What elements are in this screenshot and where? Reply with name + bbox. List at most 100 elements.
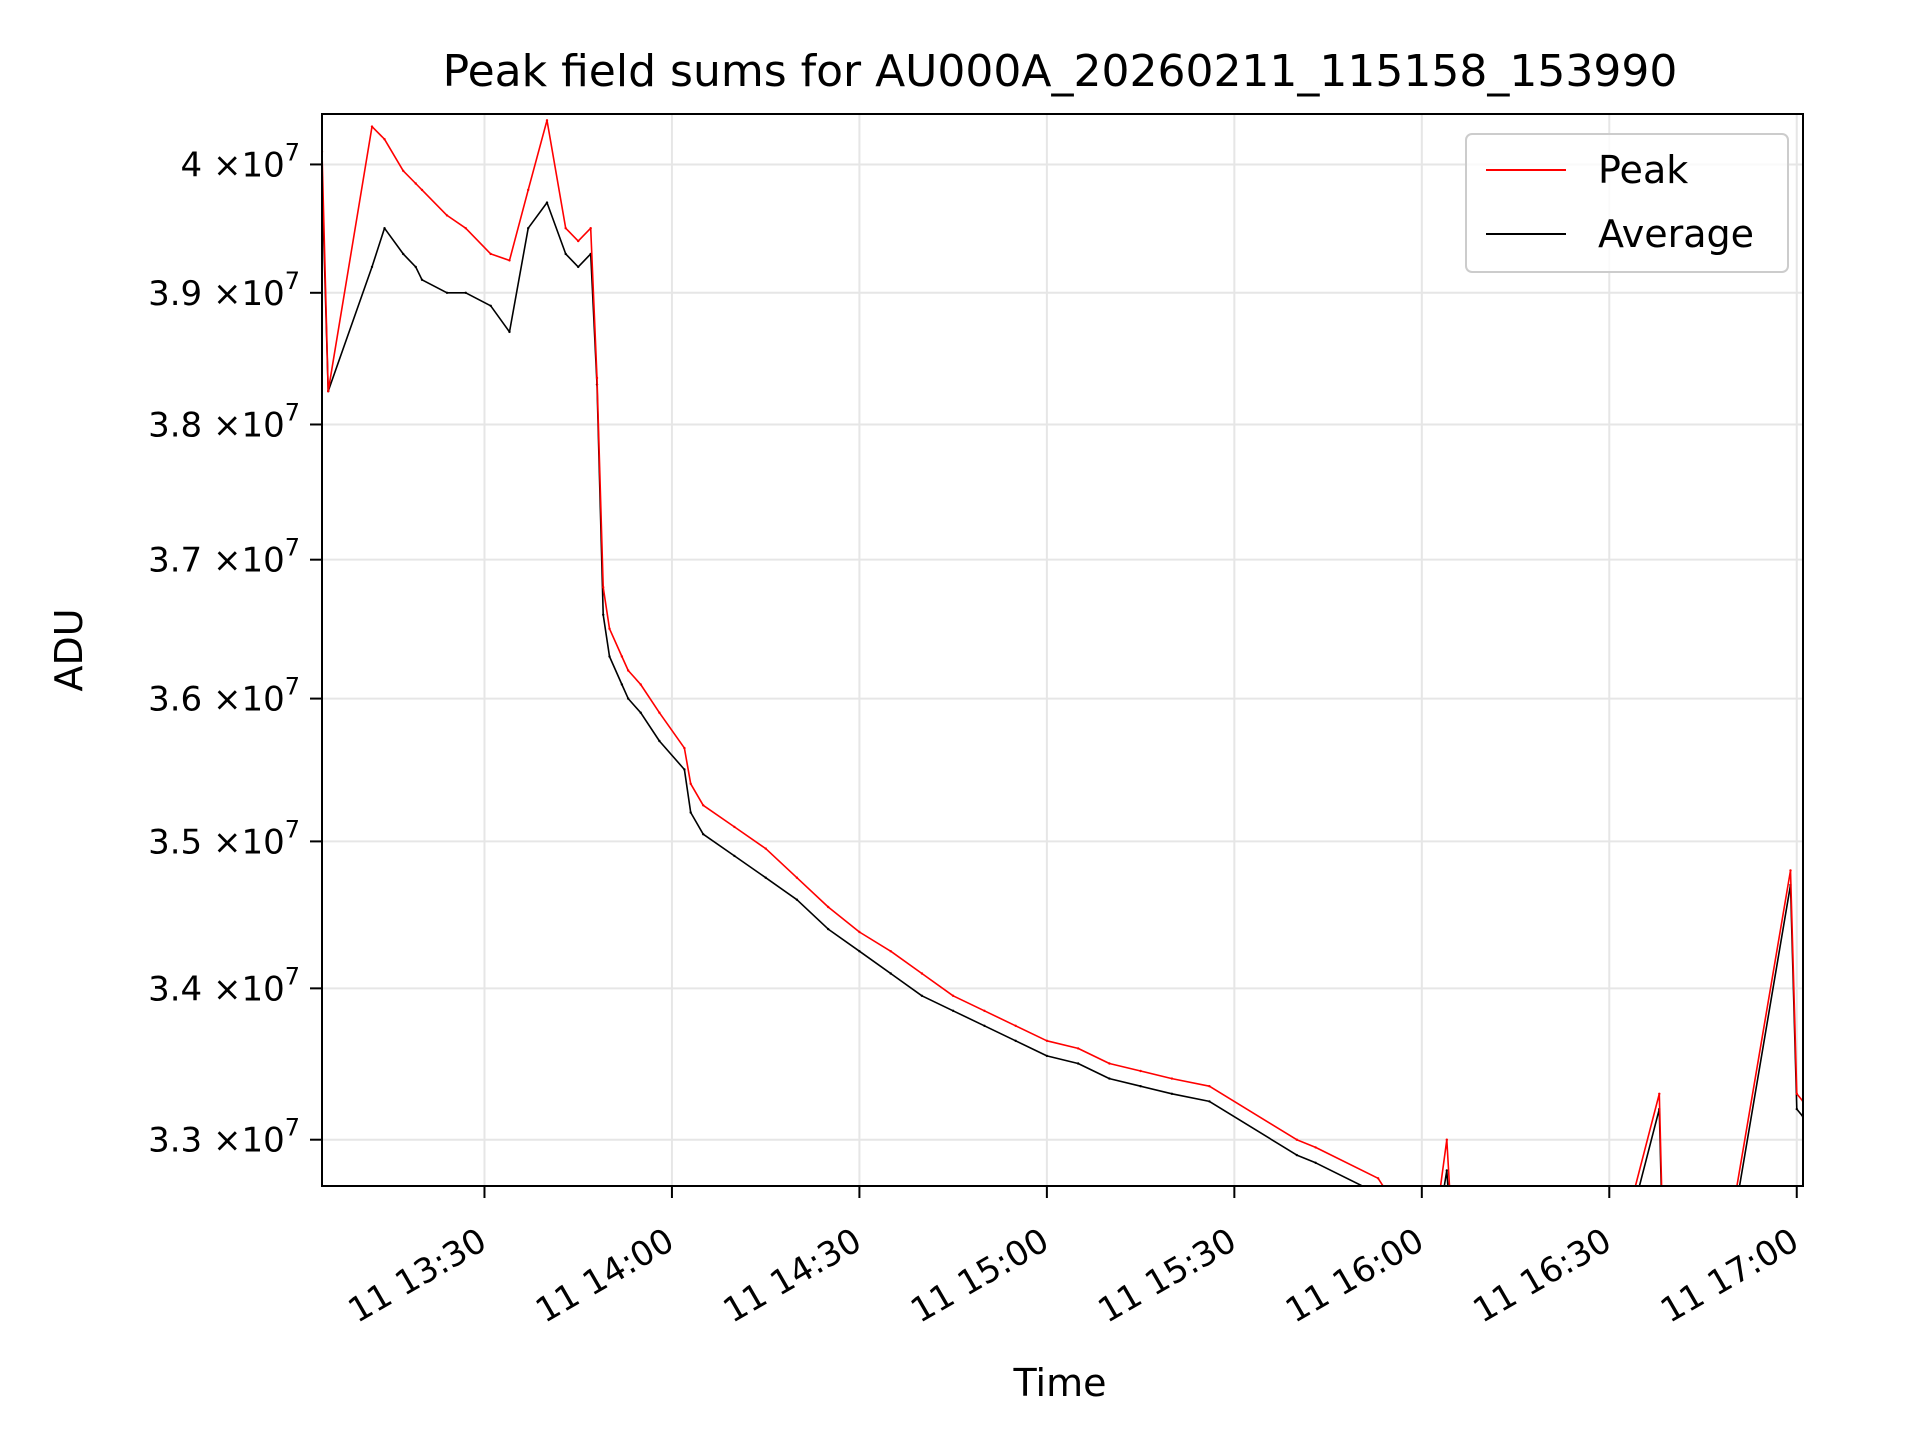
data-point-average-29 [827, 927, 830, 931]
data-point-average-3 [383, 227, 386, 230]
series-line-average [322, 177, 1803, 1186]
data-point-average-36 [1045, 1054, 1049, 1058]
data-point-peak-20 [627, 669, 630, 672]
data-point-peak-6 [420, 188, 424, 192]
data-point-average-42 [1295, 1153, 1299, 1157]
data-point-peak-37 [1076, 1047, 1080, 1050]
data-point-average-18 [608, 655, 611, 658]
data-point-peak-22 [658, 711, 661, 714]
data-point-peak-29 [827, 905, 830, 909]
data-point-peak-44 [1376, 1177, 1380, 1180]
data-point-average-19 [620, 683, 624, 686]
data-point-average-2 [370, 265, 374, 269]
plot-frame [321, 113, 1804, 1187]
data-point-average-33 [951, 1009, 955, 1012]
data-point-peak-26 [733, 825, 736, 829]
series-line-peak [322, 119, 1803, 1186]
data-point-peak-14 [577, 239, 580, 243]
data-point-peak-5 [414, 182, 417, 185]
data-point-average-24 [689, 811, 692, 814]
data-point-peak-42 [1295, 1138, 1299, 1141]
data-point-peak-23 [683, 746, 686, 750]
data-point-average-11 [527, 227, 530, 230]
data-point-peak-36 [1045, 1039, 1049, 1043]
y-tick-label-5: 3.8 ×107 [148, 398, 300, 445]
data-point-average-17 [602, 613, 605, 616]
data-point-average-22 [658, 739, 661, 743]
data-point-average-38 [1108, 1077, 1111, 1080]
legend: Peak Average [1465, 133, 1789, 273]
chart-title: Peak field sums for AU000A_20260211_1151… [443, 46, 1678, 97]
data-point-peak-30 [858, 930, 861, 934]
data-point-peak-24 [689, 782, 692, 785]
data-point-peak-34 [983, 1009, 986, 1012]
data-point-peak-33 [951, 994, 955, 997]
data-point-peak-19 [620, 655, 624, 658]
data-point-peak-41 [1208, 1085, 1211, 1088]
y-ticks: 3.3 ×107 3.4 ×107 3.5 ×107 3.6 ×107 3.7 ×107… [148, 138, 322, 1161]
data-point-peak-31 [889, 950, 892, 953]
data-point-average-13 [564, 252, 567, 256]
data-point-average-9 [489, 304, 492, 307]
data-point-average-48 [1445, 1169, 1449, 1172]
data-point-peak-25 [702, 804, 705, 807]
data-point-average-35 [1014, 1039, 1017, 1043]
data-point-average-6 [420, 278, 424, 281]
y-tick-label-7: 4 ×107 [181, 138, 300, 185]
legend-box [1465, 133, 1789, 273]
y-tick-label-2: 3.5 ×107 [148, 815, 300, 862]
data-point-peak-39 [1139, 1069, 1142, 1073]
data-point-peak-27 [764, 847, 767, 850]
data-point-average-32 [920, 994, 924, 997]
data-point-average-21 [639, 711, 642, 714]
grid [322, 114, 1803, 1186]
y-tick-label-4: 3.7 ×107 [148, 534, 300, 581]
data-point-peak-18 [608, 627, 611, 630]
data-point-peak-2 [370, 125, 374, 128]
data-point-peak-7 [445, 214, 449, 217]
data-point-average-37 [1076, 1062, 1080, 1065]
data-point-peak-28 [795, 876, 799, 879]
y-tick-label-0: 3.3 ×107 [148, 1114, 300, 1161]
data-point-average-20 [627, 697, 630, 700]
data-point-peak-48 [1445, 1138, 1449, 1141]
data-point-peak-12 [545, 119, 549, 122]
data-point-peak-9 [489, 252, 492, 256]
data-point-average-8 [464, 291, 467, 294]
data-point-average-23 [683, 768, 686, 771]
data-point-peak-32 [920, 972, 924, 975]
data-point-peak-60 [1795, 1092, 1799, 1096]
data-point-average-10 [508, 330, 511, 334]
y-tick-label-1: 3.4 ×107 [148, 962, 300, 1009]
data-point-average-41 [1208, 1100, 1211, 1103]
data-point-peak-11 [527, 188, 530, 192]
data-point-average-43 [1314, 1161, 1317, 1165]
data-point-average-12 [545, 201, 549, 204]
y-tick-label-3: 3.6 ×107 [148, 673, 300, 720]
data-point-peak-21 [639, 683, 642, 686]
data-point-peak-3 [383, 138, 386, 141]
data-point-average-27 [764, 876, 767, 879]
data-point-peak-4 [402, 169, 405, 172]
data-point-average-39 [1139, 1085, 1142, 1088]
data-point-average-7 [445, 291, 449, 294]
y-tick-label-6: 3.9 ×107 [148, 267, 300, 314]
data-point-peak-35 [1014, 1024, 1017, 1028]
data-point-average-34 [983, 1024, 986, 1028]
data-point-peak-38 [1108, 1062, 1111, 1065]
data-point-average-30 [858, 950, 861, 953]
data-point-peak-1 [327, 390, 330, 393]
data-point-peak-17 [602, 586, 605, 589]
data-point-peak-43 [1314, 1146, 1317, 1149]
data-point-average-60 [1795, 1107, 1799, 1111]
data-point-peak-54 [1658, 1092, 1661, 1096]
data-point-average-4 [402, 252, 405, 256]
data-point-average-14 [577, 265, 580, 269]
y-axis-label: ADU [47, 608, 91, 691]
data-point-peak-16 [595, 376, 599, 380]
data-point-peak-40 [1170, 1077, 1174, 1080]
data-point-average-25 [702, 833, 705, 836]
data-point-average-31 [889, 972, 892, 975]
data-point-average-5 [414, 265, 417, 269]
